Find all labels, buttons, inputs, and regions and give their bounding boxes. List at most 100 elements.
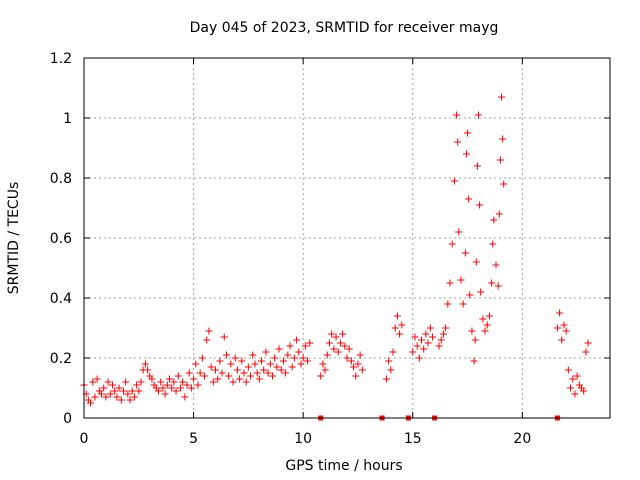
y-tick-label: 0.6 (50, 231, 72, 247)
data-point (119, 387, 127, 395)
data-point (244, 363, 252, 371)
data-point (218, 369, 226, 377)
x-tick-label: 0 (80, 431, 89, 447)
data-point (183, 381, 191, 389)
data-point (435, 342, 443, 350)
data-point (476, 201, 484, 209)
data-point (341, 342, 349, 350)
data-point (321, 366, 329, 374)
data-point (222, 351, 230, 359)
data-point (347, 357, 355, 365)
data-point (159, 384, 167, 392)
data-point (181, 393, 189, 401)
data-point (122, 378, 130, 386)
data-point (264, 369, 272, 377)
data-point (465, 195, 473, 203)
data-point (135, 387, 143, 395)
y-tick-label: 1.2 (50, 51, 72, 67)
data-point (328, 330, 336, 338)
data-point (413, 342, 421, 350)
data-point (558, 336, 566, 344)
data-point (457, 276, 465, 284)
data-point (453, 111, 461, 119)
data-point (196, 369, 204, 377)
data-point (462, 150, 470, 158)
y-tick-label: 0 (63, 411, 72, 427)
data-point (179, 378, 187, 386)
data-point (106, 390, 114, 398)
data-point (350, 363, 358, 371)
data-point (477, 288, 485, 296)
x-tick-label: 20 (513, 431, 531, 447)
x-tick-label: 5 (189, 431, 198, 447)
y-axis-label: SRMTID / TECUs (6, 182, 22, 295)
data-point (231, 354, 239, 362)
data-point (442, 324, 450, 332)
data-point (141, 360, 149, 368)
data-point (214, 375, 222, 383)
data-point (282, 369, 290, 377)
data-point (490, 216, 498, 224)
data-point (126, 396, 134, 404)
data-point (297, 360, 305, 368)
data-point (450, 177, 458, 185)
data-point (260, 366, 268, 374)
data-point (389, 348, 397, 356)
data-point (332, 333, 340, 341)
data-point (124, 390, 132, 398)
data-point (580, 387, 588, 395)
data-point (345, 345, 353, 353)
data-point (396, 330, 404, 338)
data-point (483, 321, 491, 329)
data-point (424, 339, 432, 347)
data-point (494, 282, 502, 290)
data-point (571, 390, 579, 398)
data-point (385, 357, 393, 365)
data-point (336, 339, 344, 347)
data-point (115, 384, 123, 392)
data-point (98, 390, 106, 398)
data-point (428, 333, 436, 341)
data-point (470, 357, 478, 365)
data-point (455, 228, 463, 236)
data-point (273, 363, 281, 371)
y-tick-label: 0.4 (50, 291, 72, 307)
data-point (319, 360, 327, 368)
data-point (225, 372, 233, 380)
data-point (498, 93, 506, 101)
data-point (325, 339, 333, 347)
data-point (187, 384, 195, 392)
data-point (133, 381, 141, 389)
data-point (454, 138, 462, 146)
data-points (80, 93, 592, 407)
data-point (168, 384, 176, 392)
data-point (323, 351, 331, 359)
data-point (130, 393, 138, 401)
data-point (391, 324, 399, 332)
data-point (242, 378, 250, 386)
data-point (174, 372, 182, 380)
data-point (387, 366, 395, 374)
data-point (290, 354, 298, 362)
data-point (472, 258, 480, 266)
y-tick-label: 0.2 (50, 351, 72, 367)
data-point (220, 333, 228, 341)
data-point (562, 327, 570, 335)
y-tick-label: 1 (63, 111, 72, 127)
data-point (461, 249, 469, 257)
y-tick-label: 0.8 (50, 171, 72, 187)
data-point (102, 393, 110, 401)
data-point (277, 366, 285, 374)
data-point (299, 354, 307, 362)
data-point (148, 375, 156, 383)
data-point (93, 375, 101, 383)
data-point (446, 279, 454, 287)
data-point (268, 372, 276, 380)
x-tick-label: 10 (294, 431, 312, 447)
data-point (415, 354, 423, 362)
data-point (207, 363, 215, 371)
data-point (560, 321, 568, 329)
data-point (411, 333, 419, 341)
data-point (409, 348, 417, 356)
